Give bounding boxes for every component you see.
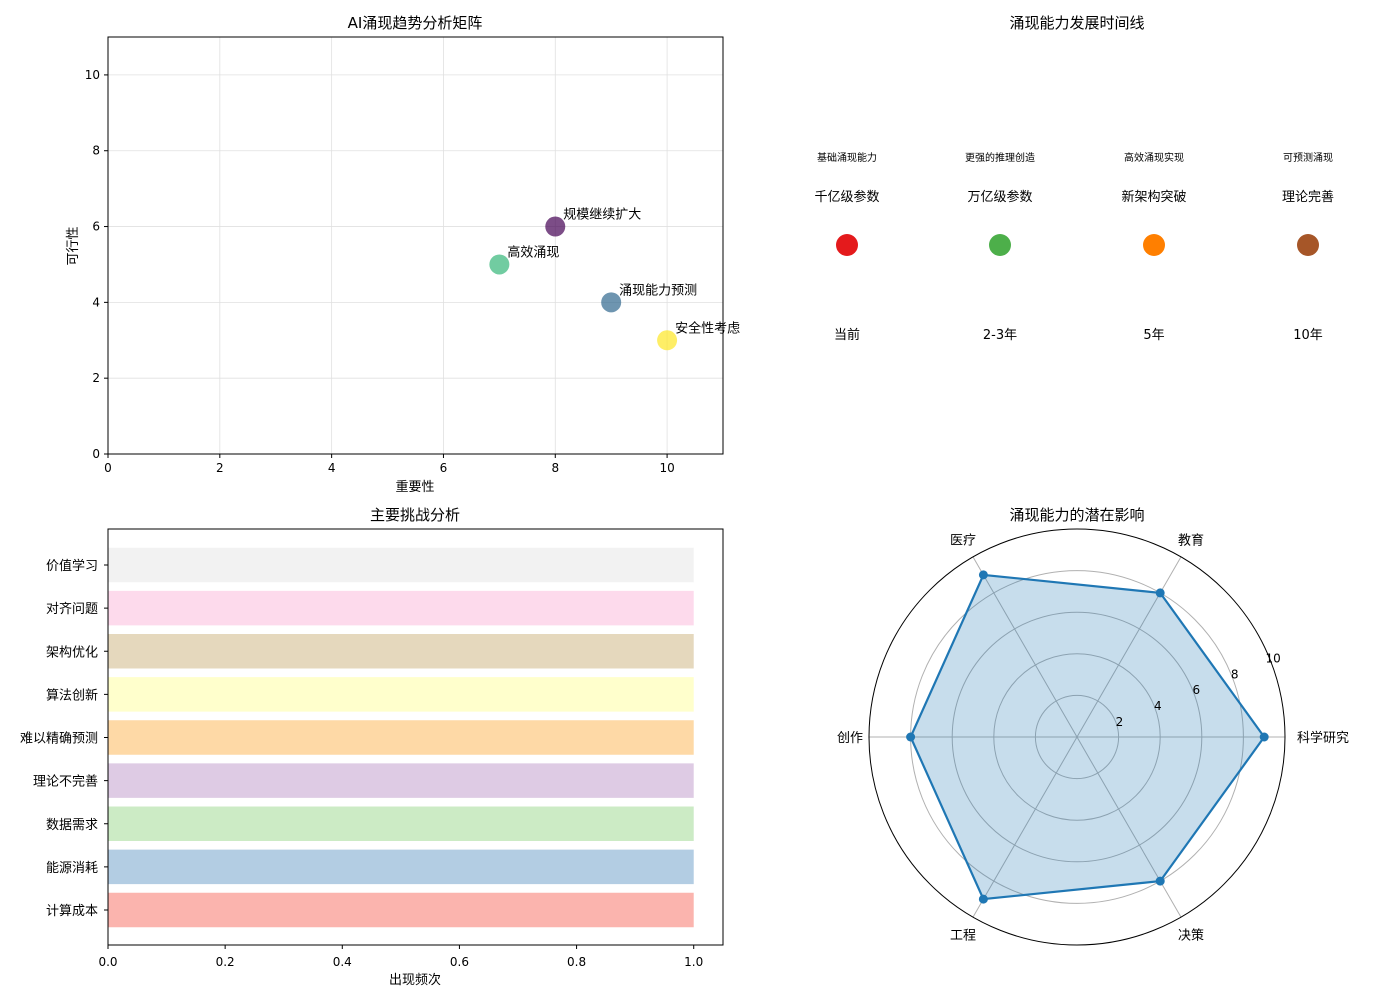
bar-category-label: 架构优化 [46, 645, 98, 660]
bar-category-label: 对齐问题 [46, 601, 98, 617]
timeline-milestone: 千亿级参数 [814, 189, 879, 205]
bar-x-tick-label: 0.6 [450, 955, 469, 969]
bar [108, 763, 694, 798]
timeline-capability: 高效涌现实现 [1124, 151, 1184, 164]
timeline-marker [836, 234, 858, 256]
radar-outer-ring [868, 528, 1286, 946]
scatter-x-tick-label: 8 [551, 461, 559, 475]
bar-category-label: 价值学习 [46, 558, 98, 574]
radar-spoke [1076, 736, 1182, 918]
timeline-capability: 可预测涌现 [1283, 151, 1333, 164]
bar-x-tick-label: 0.2 [216, 955, 235, 969]
scatter-point [601, 292, 622, 313]
scatter-point [657, 330, 678, 351]
scatter-point-label: 安全性考虑 [675, 320, 740, 336]
radar-category-label: 科学研究 [1297, 730, 1349, 746]
radar-r-tick-label: 10 [1266, 651, 1281, 665]
bar-category-label: 计算成本 [46, 904, 98, 919]
bar-x-tick-label: 0.4 [333, 955, 352, 969]
bar-x-tick-label: 1.0 [684, 955, 703, 969]
radar-point [1259, 732, 1269, 742]
radar-point [906, 732, 916, 742]
scatter-point [489, 254, 510, 275]
radar-point [978, 894, 988, 904]
scatter-xlabel: 重要性 [395, 479, 434, 495]
scatter-axes-frame [107, 36, 724, 455]
scatter-y-tick-label: 10 [85, 68, 100, 82]
scatter-point-label: 涌现能力预测 [619, 283, 697, 298]
scatter-x-tick-label: 6 [440, 461, 448, 475]
radar-point [978, 570, 988, 580]
bar [108, 634, 694, 669]
timeline-milestone: 新架构突破 [1121, 189, 1186, 205]
bar [108, 892, 694, 928]
radar-spoke [972, 556, 1078, 738]
bar [108, 677, 694, 712]
bar-category-label: 算法创新 [46, 687, 98, 703]
bar [108, 720, 694, 755]
radar-spoke [1076, 556, 1182, 738]
radar-category-label: 创作 [837, 731, 863, 746]
radar-area [910, 574, 1265, 900]
scatter-y-tick-label: 4 [92, 295, 100, 309]
bar [108, 849, 694, 885]
timeline-marker [1143, 234, 1165, 256]
timeline-time: 10年 [1293, 328, 1323, 343]
timeline-milestone: 理论完善 [1282, 189, 1334, 205]
scatter-x-tick-label: 2 [216, 461, 224, 475]
radar-category-label: 教育 [1178, 533, 1204, 549]
radar-point [1155, 588, 1165, 598]
bar-x-tick-label: 0.0 [98, 955, 117, 969]
bar-x-tick-label: 0.8 [567, 955, 586, 969]
timeline-time: 当前 [834, 327, 860, 343]
scatter-y-tick-label: 2 [92, 371, 100, 385]
timeline-marker [1297, 234, 1319, 256]
bar-title: 主要挑战分析 [370, 506, 460, 524]
radar-category-label: 决策 [1178, 927, 1204, 943]
radar-r-tick-label: 4 [1154, 699, 1162, 713]
scatter-chart: AI涌现趋势分析矩阵 重要性 可行性 0 2 4 6 8 10 0 2 4 6 8 10 规模继续扩大涌… [66, 14, 740, 495]
timeline-time: 5年 [1143, 328, 1164, 343]
radar-category-label: 工程 [950, 928, 976, 943]
scatter-ylabel: 可行性 [66, 226, 81, 265]
scatter-x-tick-label: 4 [328, 461, 336, 475]
scatter-point [545, 216, 566, 237]
bar [108, 806, 694, 841]
scatter-x-tick-label: 0 [104, 461, 112, 475]
timeline-capability: 更强的推理创造 [965, 151, 1035, 164]
radar-title: 涌现能力的潜在影响 [1009, 506, 1144, 524]
timeline-marker [989, 234, 1011, 256]
timeline-milestone: 万亿级参数 [967, 189, 1032, 205]
scatter-point-label: 规模继续扩大 [563, 208, 641, 223]
bar-category-label: 理论不完善 [33, 774, 98, 790]
scatter-point-label: 高效涌现 [507, 244, 559, 260]
radar-r-tick-label: 6 [1192, 683, 1200, 697]
bar-category-label: 能源消耗 [46, 861, 98, 876]
scatter-title: AI涌现趋势分析矩阵 [348, 14, 483, 32]
radar-point [1155, 876, 1165, 886]
timeline-capability: 基础涌现能力 [817, 151, 877, 164]
bar-axes-frame [107, 528, 724, 946]
scatter-y-tick-label: 6 [92, 220, 100, 234]
bar-chart: 主要挑战分析 出现频次 计算成本 能源消耗 数据需求 理论不完善 难以精确预测 算法创新 架… [20, 506, 724, 988]
bar [108, 590, 694, 626]
radar-r-tick-label: 2 [1116, 715, 1124, 729]
bar-category-label: 难以精确预测 [20, 732, 98, 747]
radar-category-label: 医疗 [950, 534, 976, 549]
bar-xlabel: 出现频次 [389, 972, 441, 988]
timeline-title: 涌现能力发展时间线 [1009, 14, 1144, 32]
radar-spoke [972, 736, 1078, 918]
radar-r-tick-label: 8 [1231, 667, 1239, 681]
scatter-y-tick-label: 8 [92, 144, 100, 158]
bar-category-label: 数据需求 [46, 818, 98, 833]
scatter-y-tick-label: 0 [92, 447, 100, 461]
bar [108, 547, 694, 583]
timeline-time: 2-3年 [983, 328, 1017, 343]
scatter-x-tick-label: 10 [659, 461, 674, 475]
